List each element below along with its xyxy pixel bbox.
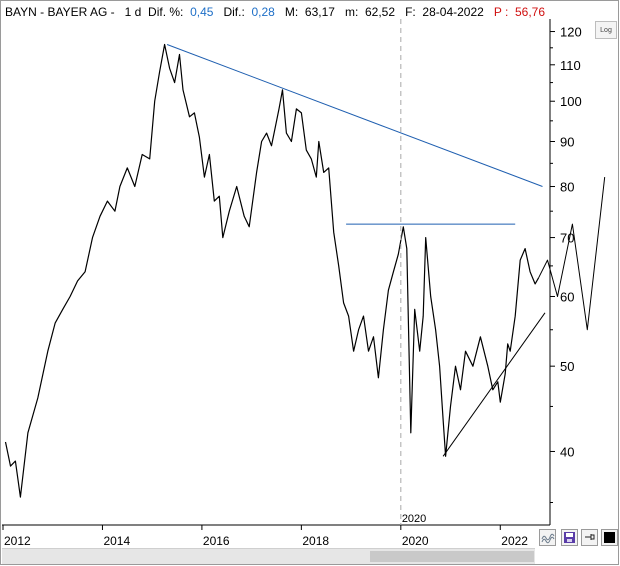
max-value: 63,17 (304, 5, 335, 19)
y-tick-label: 60 (560, 289, 574, 304)
y-tick-label: 80 (560, 180, 574, 195)
floppy-icon[interactable] (561, 529, 578, 546)
x-tick-label: 2022 (501, 534, 528, 548)
price-label: P : (493, 5, 509, 19)
y-tick-label: 40 (560, 444, 574, 459)
projection-line (538, 177, 606, 331)
y-tick-label: 90 (560, 134, 574, 149)
timeframe-label: 1 d (124, 5, 142, 19)
support-trendline (442, 312, 546, 457)
wave-icon[interactable] (539, 529, 556, 546)
price-series-line (4, 43, 540, 498)
year-marker-label: 2020 (402, 513, 426, 525)
log-scale-button[interactable]: Log (595, 21, 617, 39)
x-tick-label: 2018 (302, 534, 329, 548)
black-square-icon[interactable] (601, 529, 618, 546)
pin-icon[interactable] (581, 529, 598, 546)
y-tick-label: 110 (560, 58, 581, 73)
x-tick-label: 2014 (103, 534, 130, 548)
x-tick-label: 2016 (203, 534, 230, 548)
dif-pct-label: Dif. %: (148, 5, 184, 19)
header-bar: BAYN - BAYER AG - 1 d Dif. %: 0,45 Dif.:… (5, 5, 546, 19)
ticker-symbol: BAYN (5, 5, 37, 19)
scroll-thumb[interactable] (370, 551, 534, 562)
min-label: m: (344, 5, 359, 19)
log-label: Log (600, 27, 612, 34)
date-value: 28-04-2022 (422, 5, 484, 19)
x-tick-label: 2020 (402, 534, 429, 548)
resistance-trendline (166, 44, 543, 187)
date-label: F: (405, 5, 416, 19)
min-value: 62,52 (365, 5, 396, 19)
y-tick-label: 120 (560, 25, 582, 40)
company-name: BAYER AG (47, 5, 108, 19)
price-value: 56,76 (515, 5, 546, 19)
y-tick-label: 50 (560, 359, 574, 374)
axis-layer: 40 50 60 70 80 90 100 110 120 2012 2014 2016 2018 202… (2, 19, 582, 548)
dif-label: Dif.: (223, 5, 245, 19)
max-label: M: (284, 5, 299, 19)
horizontal-scrollbar[interactable] (2, 548, 535, 564)
dif-pct-value: 0,45 (190, 5, 214, 19)
y-tick-label: 70 (560, 231, 574, 246)
y-tick-label: 100 (560, 94, 582, 109)
series-layer (4, 43, 606, 498)
x-tick-label: 2012 (4, 534, 31, 548)
dif-value: 0,28 (251, 5, 275, 19)
